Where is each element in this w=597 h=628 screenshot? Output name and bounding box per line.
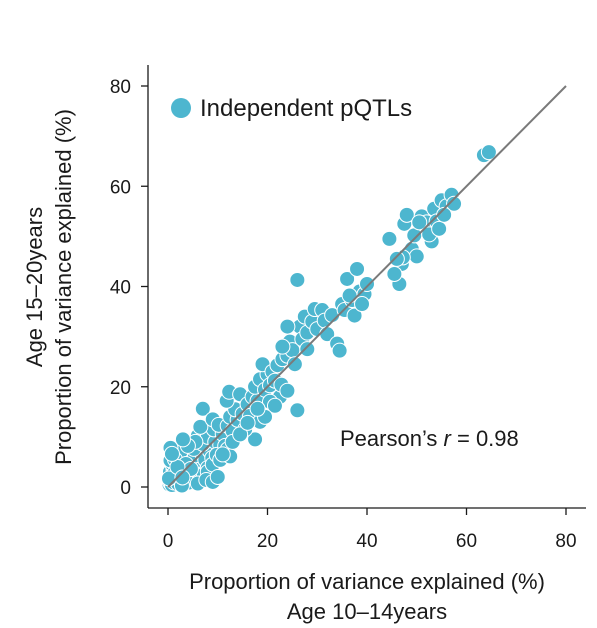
x-axis-title-line1: Proportion of variance explained (%) <box>189 569 545 594</box>
data-point <box>341 287 358 304</box>
data-point <box>247 431 264 448</box>
data-point <box>266 397 283 414</box>
annotation-var: r <box>444 426 453 451</box>
data-point <box>286 356 303 373</box>
y-tick-label: 80 <box>110 77 131 98</box>
data-point <box>339 270 356 287</box>
x-tick-label: 0 <box>163 531 174 552</box>
data-point <box>446 195 463 212</box>
data-point <box>174 431 191 448</box>
data-point <box>411 214 428 231</box>
x-axis-title-line2: Age 10–14years <box>287 599 447 624</box>
legend-label: Independent pQTLs <box>200 95 412 122</box>
data-point <box>381 230 398 247</box>
data-point <box>274 338 291 355</box>
data-point <box>388 250 405 267</box>
data-point <box>194 400 211 417</box>
data-point <box>299 341 316 358</box>
data-point <box>163 445 180 462</box>
data-point <box>239 414 256 431</box>
data-point <box>386 265 403 282</box>
pearson-annotation: Pearson’s r = 0.98 <box>340 426 519 451</box>
legend: Independent pQTLs <box>171 95 412 122</box>
x-tick-label: 80 <box>555 531 576 552</box>
data-point <box>431 220 448 237</box>
data-point <box>289 402 306 419</box>
data-point <box>480 144 497 161</box>
data-point <box>209 468 226 485</box>
data-point <box>249 400 266 417</box>
data-point <box>346 307 363 324</box>
data-point <box>214 446 231 463</box>
data-point <box>408 248 425 265</box>
y-tick-label: 40 <box>110 278 131 299</box>
x-tick-label: 40 <box>356 531 377 552</box>
data-point <box>331 342 348 359</box>
data-point <box>354 296 371 313</box>
data-point <box>192 418 209 435</box>
data-point <box>289 271 306 288</box>
data-point <box>279 318 296 335</box>
data-point <box>436 206 453 223</box>
x-tick-label: 60 <box>456 531 477 552</box>
ticks: 0 20 40 60 80 0 20 40 60 80 <box>110 77 577 552</box>
x-tick-label: 20 <box>257 531 278 552</box>
data-point <box>174 469 191 486</box>
y-axis-title-line1: Age 15–20years <box>22 207 47 367</box>
data-point <box>349 260 366 277</box>
legend-marker <box>171 98 191 118</box>
fit-line <box>167 85 567 488</box>
annotation-suffix: = 0.98 <box>451 426 519 451</box>
y-tick-label: 20 <box>110 378 131 399</box>
data-point <box>232 426 249 443</box>
annotation-prefix: Pearson’s <box>340 426 444 451</box>
y-tick-label: 60 <box>110 177 131 198</box>
y-tick-label: 0 <box>120 478 131 499</box>
data-point <box>359 275 375 292</box>
y-axis-title-line2: Proportion of variance explained (%) <box>51 109 76 465</box>
data-point <box>279 382 296 399</box>
